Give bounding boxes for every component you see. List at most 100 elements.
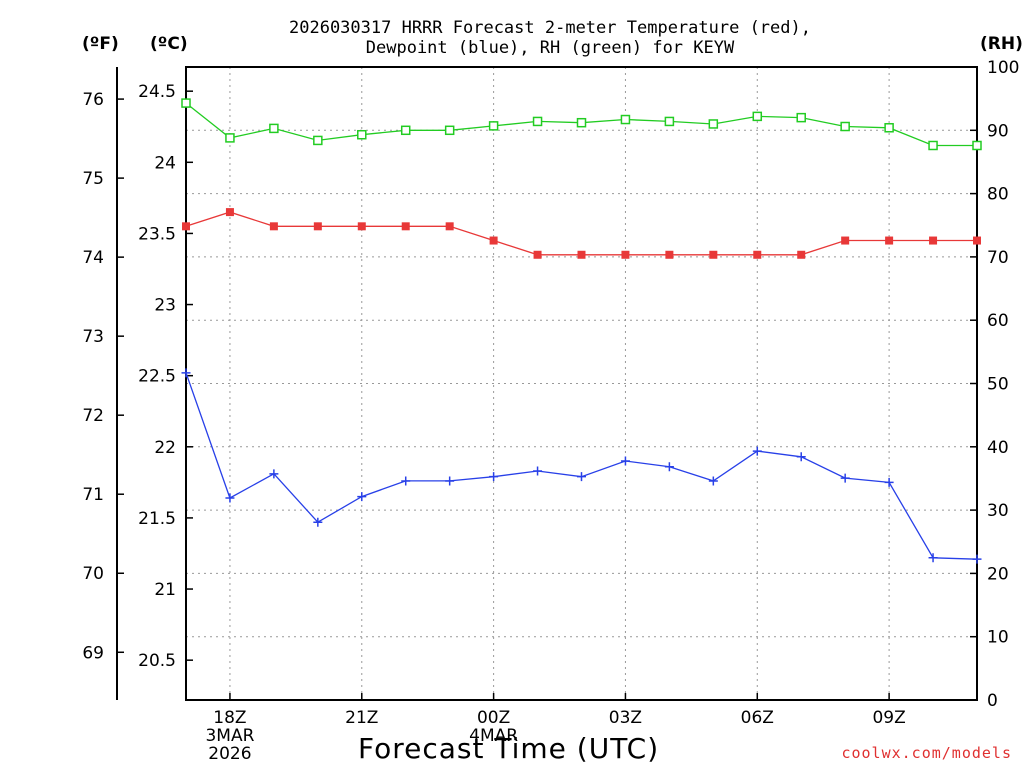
series-point-1 bbox=[225, 493, 235, 503]
series-point-1 bbox=[577, 472, 586, 482]
fahrenheit-unit-label: (ºF) bbox=[82, 34, 119, 54]
series-point-0 bbox=[973, 236, 981, 245]
rh-tick-label: 90 bbox=[987, 121, 1009, 141]
fahrenheit-tick-label: 75 bbox=[82, 169, 104, 189]
series-point-2 bbox=[708, 119, 719, 129]
rh-tick-label: 80 bbox=[987, 185, 1009, 205]
series-point-1 bbox=[313, 517, 323, 527]
series-point-1 bbox=[181, 368, 191, 378]
series-point-0 bbox=[885, 236, 894, 245]
series-point-1 bbox=[401, 476, 411, 486]
series-point-1 bbox=[269, 469, 279, 479]
series-point-2 bbox=[269, 123, 279, 134]
series-point-2 bbox=[620, 114, 631, 125]
fahrenheit-tick-label: 73 bbox=[82, 327, 104, 347]
series-point-2 bbox=[928, 140, 938, 151]
fahrenheit-tick-label: 74 bbox=[82, 248, 104, 268]
rh-tick-label: 60 bbox=[987, 311, 1009, 331]
series-point-1 bbox=[708, 476, 718, 486]
fahrenheit-tick-label: 72 bbox=[82, 406, 104, 426]
series-point-1 bbox=[664, 462, 674, 472]
source-credit[interactable]: coolwx.com/models bbox=[841, 744, 1012, 762]
rh-tick-label: 70 bbox=[987, 248, 1009, 268]
x-tick-label: 09Z bbox=[872, 708, 905, 728]
rh-tick-label: 40 bbox=[987, 438, 1009, 458]
rh-tick-label: 20 bbox=[987, 564, 1009, 584]
x-tick-label: 21Z bbox=[345, 708, 378, 728]
series-point-2 bbox=[752, 111, 763, 122]
x-tick-label: 03Z bbox=[609, 708, 642, 728]
rh-tick-label: 10 bbox=[987, 628, 1009, 648]
series-point-0 bbox=[621, 250, 630, 259]
series-point-0 bbox=[709, 250, 718, 259]
rh-tick-label: 100 bbox=[987, 58, 1019, 78]
celsius-tick-label: 20.5 bbox=[138, 651, 176, 671]
series-point-0 bbox=[797, 250, 806, 259]
series-point-0 bbox=[841, 236, 850, 245]
series-point-2 bbox=[972, 140, 982, 151]
series-point-1 bbox=[533, 466, 543, 476]
series-point-1 bbox=[928, 553, 938, 563]
series-point-0 bbox=[401, 222, 410, 231]
series-line-1 bbox=[185, 372, 978, 560]
celsius-tick-label: 24 bbox=[154, 153, 176, 173]
series-point-2 bbox=[840, 121, 850, 132]
celsius-unit-label: (ºC) bbox=[150, 34, 188, 54]
series-point-1 bbox=[972, 554, 982, 564]
celsius-tick-label: 22.5 bbox=[138, 367, 176, 387]
celsius-tick-label: 23 bbox=[154, 296, 176, 316]
x-tick-label: 2026 bbox=[208, 744, 251, 764]
x-tick-label: 4MAR bbox=[469, 726, 518, 746]
celsius-tick-label: 24.5 bbox=[138, 82, 176, 102]
fahrenheit-tick-label: 71 bbox=[82, 485, 104, 505]
fahrenheit-tick-label: 76 bbox=[82, 90, 104, 110]
series-point-2 bbox=[796, 112, 806, 123]
series-point-1 bbox=[489, 472, 499, 482]
rh-tick-label: 30 bbox=[987, 501, 1009, 521]
series-point-0 bbox=[313, 222, 322, 231]
chart-title-line2: Dewpoint (blue), RH (green) for KEYW bbox=[365, 38, 735, 58]
series-point-2 bbox=[400, 125, 411, 136]
series-point-2 bbox=[884, 123, 894, 133]
x-tick-label: 00Z bbox=[477, 708, 510, 728]
series-point-1 bbox=[357, 492, 367, 502]
series-point-0 bbox=[489, 236, 498, 245]
series-point-1 bbox=[796, 452, 806, 462]
series-point-2 bbox=[225, 133, 235, 143]
series-point-0 bbox=[357, 222, 366, 231]
series-point-0 bbox=[445, 222, 454, 231]
series-point-0 bbox=[533, 250, 542, 259]
series-point-2 bbox=[181, 98, 191, 108]
series-line-0 bbox=[185, 211, 977, 256]
series-point-2 bbox=[664, 116, 675, 127]
celsius-tick-label: 21.5 bbox=[138, 509, 176, 529]
celsius-tick-label: 21 bbox=[154, 580, 176, 600]
celsius-tick-label: 23.5 bbox=[138, 224, 176, 244]
series-point-0 bbox=[225, 208, 234, 217]
series-point-1 bbox=[620, 456, 630, 466]
x-tick-label: 3MAR bbox=[205, 726, 254, 746]
series-point-1 bbox=[840, 473, 850, 483]
rh-tick-label: 0 bbox=[987, 691, 998, 711]
x-tick-label: 18Z bbox=[213, 708, 246, 728]
series-point-1 bbox=[884, 477, 894, 487]
series-point-2 bbox=[444, 125, 455, 136]
series-point-0 bbox=[577, 250, 586, 259]
series-point-1 bbox=[445, 476, 455, 486]
fahrenheit-tick-label: 69 bbox=[82, 643, 104, 663]
series-point-1 bbox=[752, 446, 762, 456]
series-point-2 bbox=[532, 116, 543, 127]
x-axis-title: Forecast Time (UTC) bbox=[358, 732, 660, 765]
celsius-tick-label: 22 bbox=[154, 438, 176, 458]
series-point-2 bbox=[576, 117, 587, 128]
series-point-0 bbox=[269, 222, 278, 231]
rh-tick-label: 50 bbox=[987, 375, 1009, 395]
rh-unit-label: (RH) bbox=[980, 34, 1023, 54]
chart-title-line1: 2026030317 HRRR Forecast 2-meter Tempera… bbox=[289, 18, 811, 38]
series-point-2 bbox=[488, 121, 499, 131]
series-point-2 bbox=[313, 135, 323, 146]
series-point-0 bbox=[753, 250, 762, 259]
series-point-2 bbox=[357, 129, 367, 140]
series-point-0 bbox=[665, 250, 674, 259]
